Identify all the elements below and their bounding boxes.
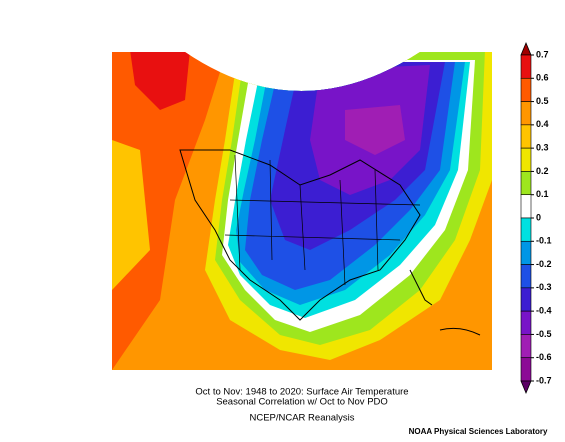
colorbar-segment (520, 357, 532, 382)
colorbar-segment (520, 264, 532, 289)
colorbar-tick-label: -0.4 (536, 306, 552, 316)
colorbar-segment (520, 171, 532, 196)
subtitle: Seasonal Correlation w/ Oct to Nov PDO (216, 397, 388, 408)
colorbar-cap (520, 380, 532, 395)
colorbar-segment (520, 101, 532, 126)
colorbar-tick-label: -0.2 (536, 259, 552, 269)
colorbar-segment (520, 54, 532, 79)
colorbar-tick-label: 0.6 (536, 73, 549, 83)
colorbar-tick-label: 0.4 (536, 119, 549, 129)
colorbar-tick-label: 0 (536, 212, 541, 222)
colorbar-tick-label: 0.3 (536, 143, 549, 153)
title: Oct to Nov: 1948 to 2020: Surface Air Te… (195, 387, 408, 398)
colorbar-segment (520, 240, 532, 265)
colorbar-segment (520, 334, 532, 359)
colorbar-tick-label: -0.3 (536, 282, 552, 292)
colorbar-tick-label: 0.2 (536, 166, 549, 176)
colorbar-tick-label: 0.5 (536, 96, 549, 106)
colorbar-tick-label: -0.1 (536, 236, 552, 246)
colorbar-segment (520, 217, 532, 242)
source: NCEP/NCAR Reanalysis (249, 413, 354, 424)
correlation-map (112, 52, 492, 370)
colorbar-segment (520, 77, 532, 102)
colorbar-segment (520, 194, 532, 219)
colorbar-cap (520, 41, 532, 56)
colorbar-tick-label: -0.7 (536, 375, 552, 385)
colorbar-tick-label: 0.1 (536, 189, 549, 199)
colorbar-segment (520, 310, 532, 335)
colorbar: 0.7 0.6 0.5 0.4 0.3 0.2 0.1 0 -0.1 -0.2 -0.3 -0.4 -0… (520, 41, 552, 395)
colorbar-tick-label: -0.6 (536, 352, 552, 362)
colorbar-tick-label: 0.7 (536, 49, 549, 59)
colorbar-tick-label: -0.5 (536, 329, 552, 339)
colorbar-segment (520, 287, 532, 312)
colorbar-segment (520, 147, 532, 172)
colorbar-segment (520, 124, 532, 149)
credit: NOAA Physical Sciences Laboratory (409, 427, 548, 436)
